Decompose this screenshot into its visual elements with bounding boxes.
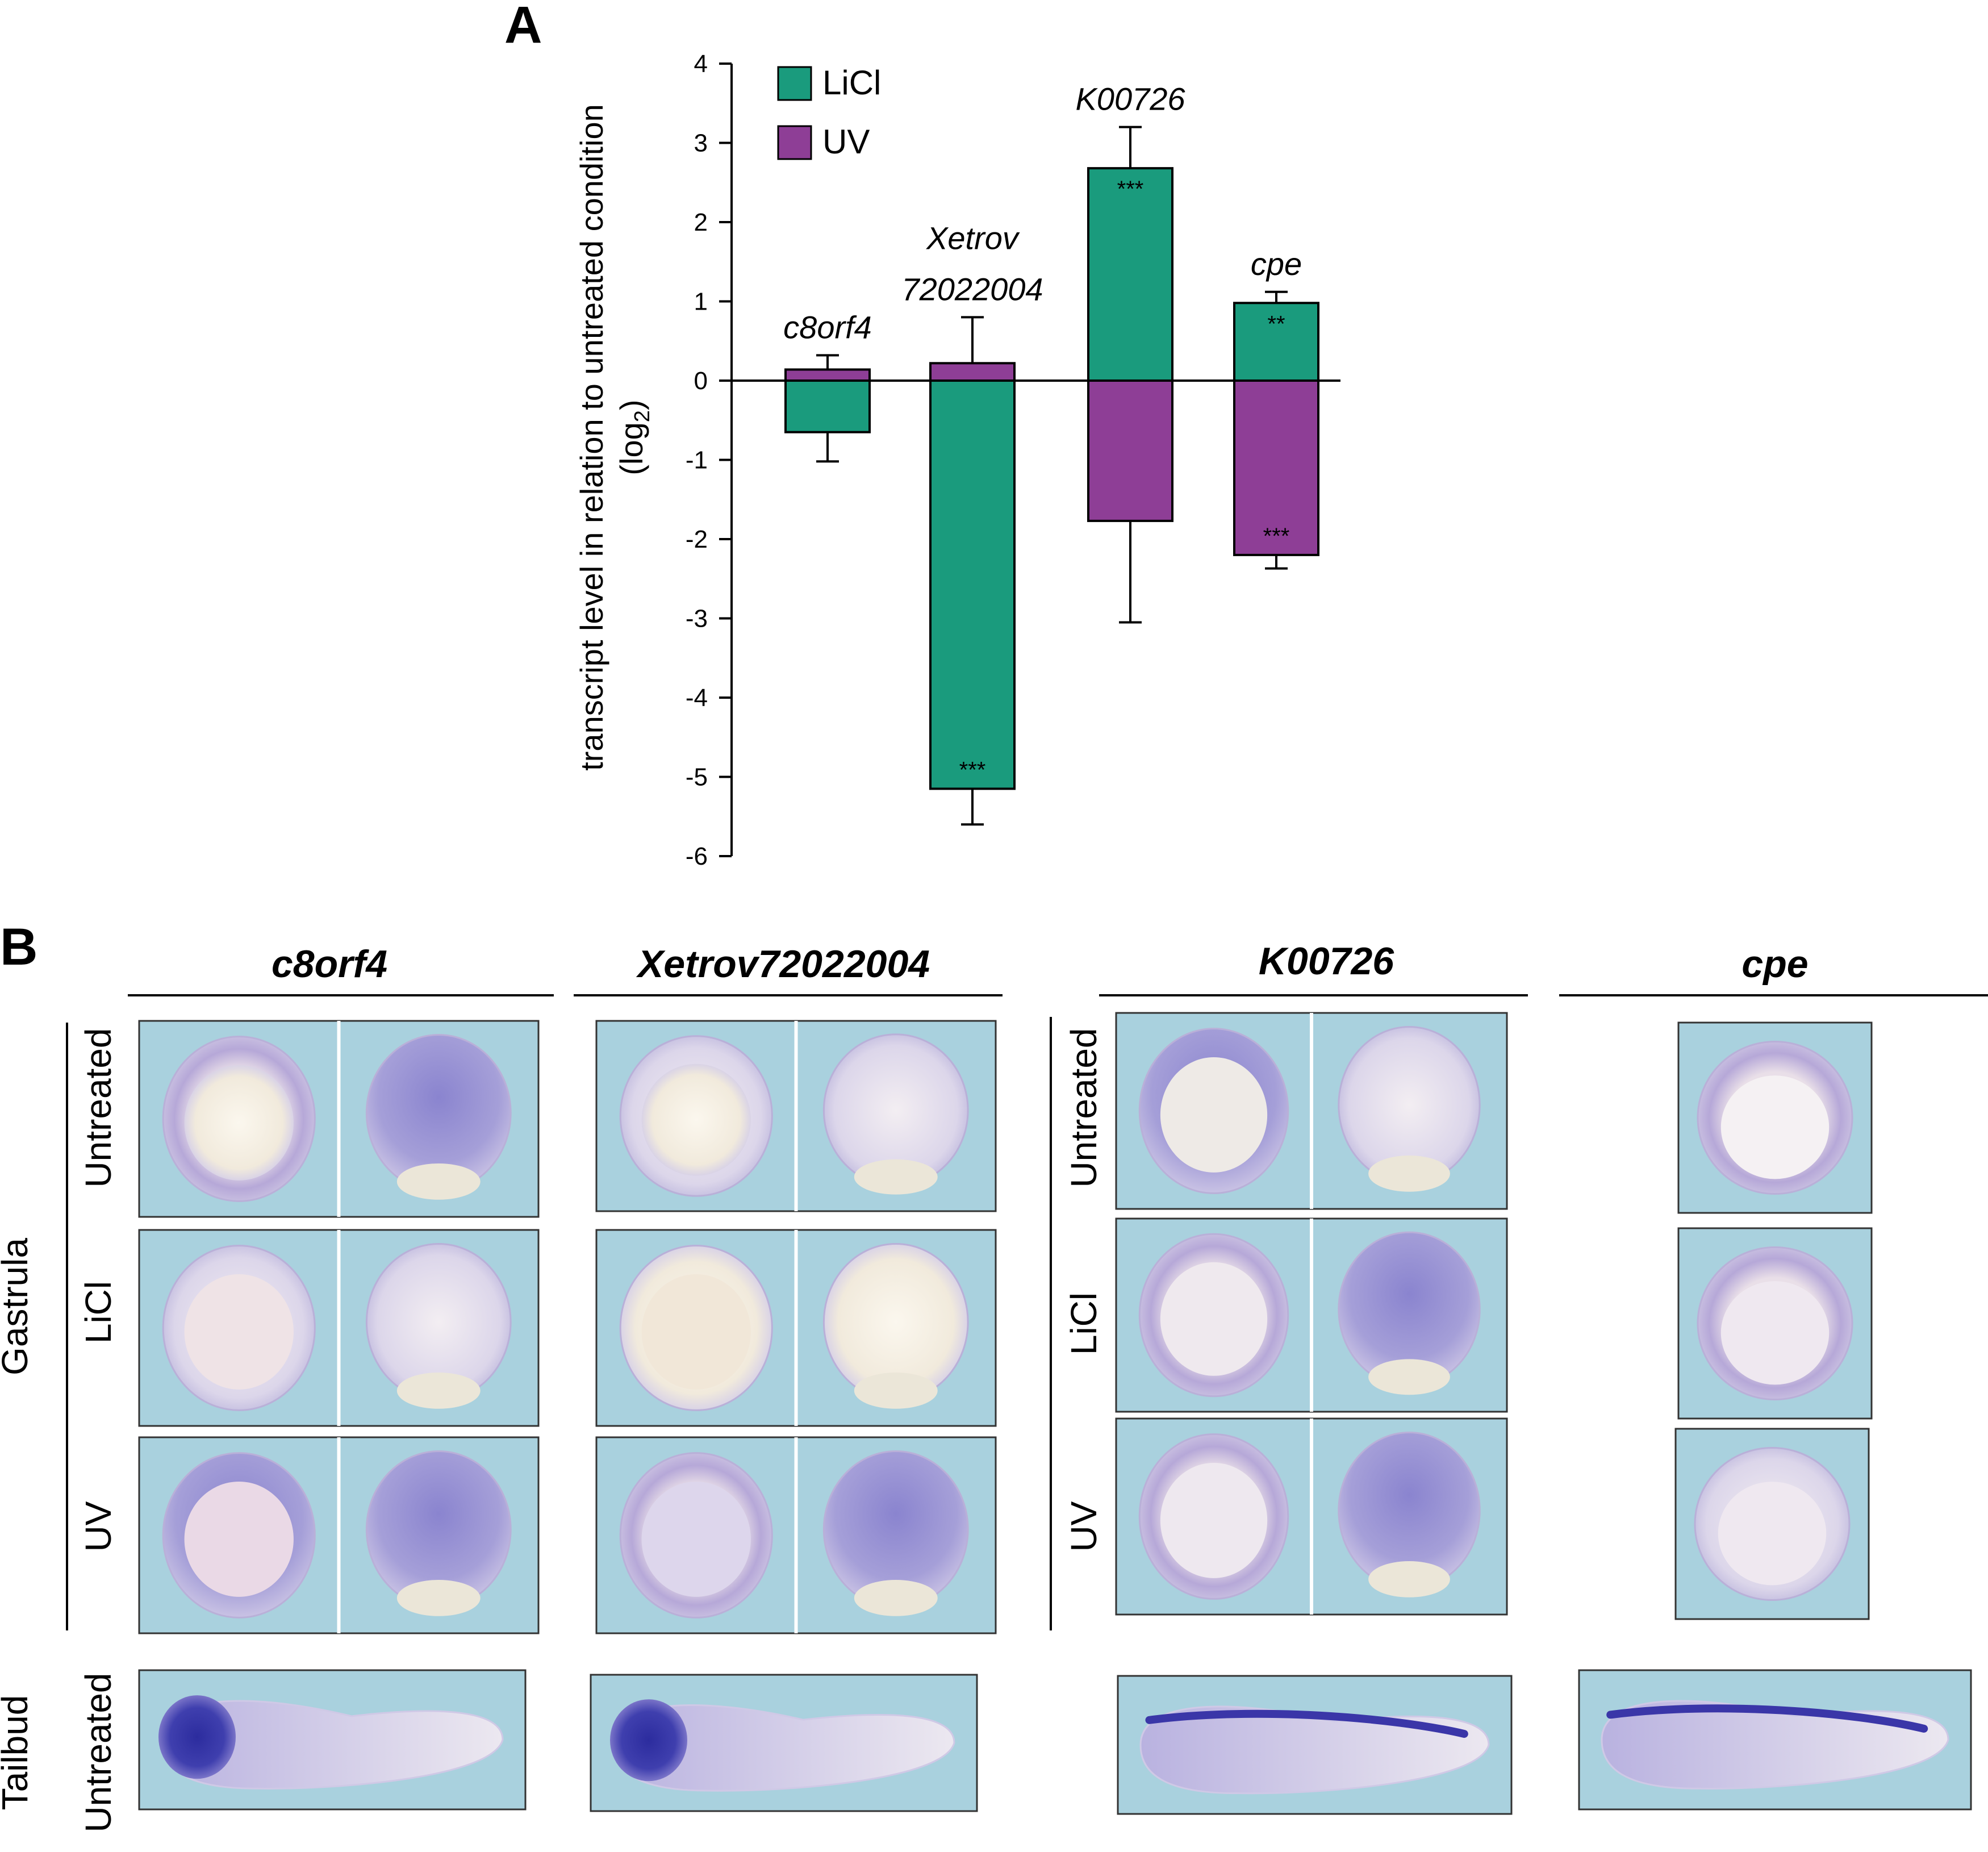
y-axis-title: transcript level in relation to untreate… bbox=[574, 104, 609, 771]
bar-licl bbox=[1233, 302, 1319, 382]
embryo-yolk bbox=[184, 1481, 294, 1597]
y-tick-label: -6 bbox=[686, 842, 708, 870]
y-axis-unit-close: ) bbox=[613, 399, 649, 410]
category-label: Xetrov bbox=[925, 220, 1020, 256]
y-axis-unit-open: (log bbox=[613, 422, 649, 475]
bar-uv bbox=[929, 362, 1016, 382]
panel-a-letter: A bbox=[504, 0, 542, 54]
tadpole-body bbox=[161, 1700, 504, 1790]
bar-uv bbox=[784, 368, 871, 382]
embryo-yolk bbox=[1160, 1262, 1268, 1376]
embryo-yolk bbox=[184, 1065, 294, 1181]
tadpole-dorsal-stain bbox=[1606, 1704, 1928, 1733]
y-axis-label: transcript level in relation to untreate… bbox=[574, 104, 609, 771]
tadpole-head-stain bbox=[158, 1695, 236, 1779]
y-tick-label: 0 bbox=[694, 367, 708, 395]
embryo-yolk bbox=[184, 1274, 294, 1390]
bar-licl bbox=[929, 379, 1016, 790]
gene-header-c8orf4: c8orf4 bbox=[272, 942, 387, 986]
y-tick-label: 1 bbox=[694, 288, 708, 316]
y-tick-label: -5 bbox=[686, 764, 708, 791]
condition-label-untreated: Untreated bbox=[78, 1028, 119, 1187]
category-label: cpe bbox=[1251, 246, 1302, 282]
y-tick-label: -1 bbox=[686, 447, 708, 474]
embryo-yolk bbox=[1160, 1462, 1268, 1578]
embryo-yolk bbox=[641, 1274, 751, 1390]
legend-label-licl: LiCl bbox=[822, 64, 881, 102]
gene-header-xetrov72022004: Xetrov72022004 bbox=[636, 942, 930, 986]
y-tick-label: 4 bbox=[694, 50, 708, 78]
y-axis-unit: (log2) bbox=[613, 399, 654, 475]
condition-label-uv: UV bbox=[1063, 1501, 1104, 1551]
y-axis-unit-text: (log2) bbox=[613, 399, 654, 475]
plot-area: 4 3 2 1 0 -1 -2 -3 -4 -5 -6 c8orf4 *** Xetrov 72022004… bbox=[686, 50, 1340, 870]
condition-label-licl: LiCl bbox=[78, 1281, 119, 1344]
embryo-tiles bbox=[138, 1012, 1972, 1815]
tadpole-body bbox=[1601, 1700, 1949, 1790]
embryo-yolk-plug bbox=[854, 1373, 938, 1409]
legend: LiCl UV bbox=[777, 64, 881, 161]
embryo-yolk-plug bbox=[1368, 1359, 1450, 1395]
y-tick-label: -2 bbox=[686, 525, 708, 553]
tadpole-body bbox=[1139, 1705, 1490, 1795]
embryo-yolk-plug bbox=[396, 1373, 481, 1409]
bar-uv bbox=[1233, 379, 1319, 556]
embryo-yolk-plug bbox=[1368, 1156, 1450, 1192]
legend-swatch-uv bbox=[777, 125, 812, 160]
embryo-yolk-plug bbox=[854, 1580, 938, 1616]
legend-label-uv: UV bbox=[822, 123, 870, 161]
y-tick-label: 3 bbox=[694, 130, 708, 157]
condition-label-untreated: Untreated bbox=[1063, 1028, 1104, 1187]
embryo-yolk bbox=[641, 1063, 751, 1176]
bar-licl bbox=[784, 379, 871, 433]
panel-b-letter: B bbox=[0, 918, 38, 976]
significance-label: *** bbox=[1117, 177, 1144, 202]
gene-header-k00726: K00726 bbox=[1259, 940, 1394, 983]
bar-chart: transcript level in relation to untreate… bbox=[574, 50, 1340, 870]
y-tick-label: 2 bbox=[694, 208, 708, 236]
stage-label-tailbud: Tailbud bbox=[0, 1695, 35, 1811]
embryo-yolk bbox=[641, 1481, 751, 1597]
tadpole-body bbox=[612, 1704, 955, 1792]
legend-swatch-licl bbox=[777, 66, 812, 101]
condition-label-tailbud-untreated: Untreated bbox=[78, 1672, 119, 1832]
category-label: 72022004 bbox=[901, 271, 1043, 307]
embryo-yolk-plug bbox=[396, 1580, 481, 1616]
y-axis-unit-sub: 2 bbox=[630, 410, 654, 422]
category-label: K00726 bbox=[1075, 81, 1185, 117]
significance-label: ** bbox=[1267, 311, 1285, 336]
embryo-yolk bbox=[1160, 1057, 1268, 1173]
y-tick-label: -4 bbox=[686, 684, 708, 712]
y-tick-label: -3 bbox=[686, 605, 708, 633]
stage-label-gastrula: Gastrula bbox=[0, 1238, 35, 1375]
embryo-yolk bbox=[1720, 1281, 1830, 1385]
embryo-yolk-plug bbox=[854, 1159, 938, 1195]
embryo-yolk-plug bbox=[1368, 1561, 1450, 1597]
embryo-yolk bbox=[1720, 1075, 1830, 1179]
tadpole-dorsal-stain bbox=[1145, 1709, 1468, 1738]
condition-label-uv: UV bbox=[78, 1501, 119, 1551]
category-label: c8orf4 bbox=[783, 309, 872, 345]
condition-label-licl: LiCl bbox=[1063, 1292, 1104, 1355]
embryo-yolk-plug bbox=[396, 1163, 481, 1200]
bar-uv bbox=[1087, 379, 1173, 522]
tadpole-head-stain bbox=[610, 1699, 687, 1782]
gene-header-cpe: cpe bbox=[1741, 942, 1808, 986]
significance-label: *** bbox=[959, 757, 986, 782]
significance-label: *** bbox=[1263, 524, 1290, 549]
embryo-yolk bbox=[1718, 1482, 1827, 1586]
in-situ-panel: c8orf4 Xetrov72022004 K00726 cpe Gastrul… bbox=[0, 940, 1988, 1833]
